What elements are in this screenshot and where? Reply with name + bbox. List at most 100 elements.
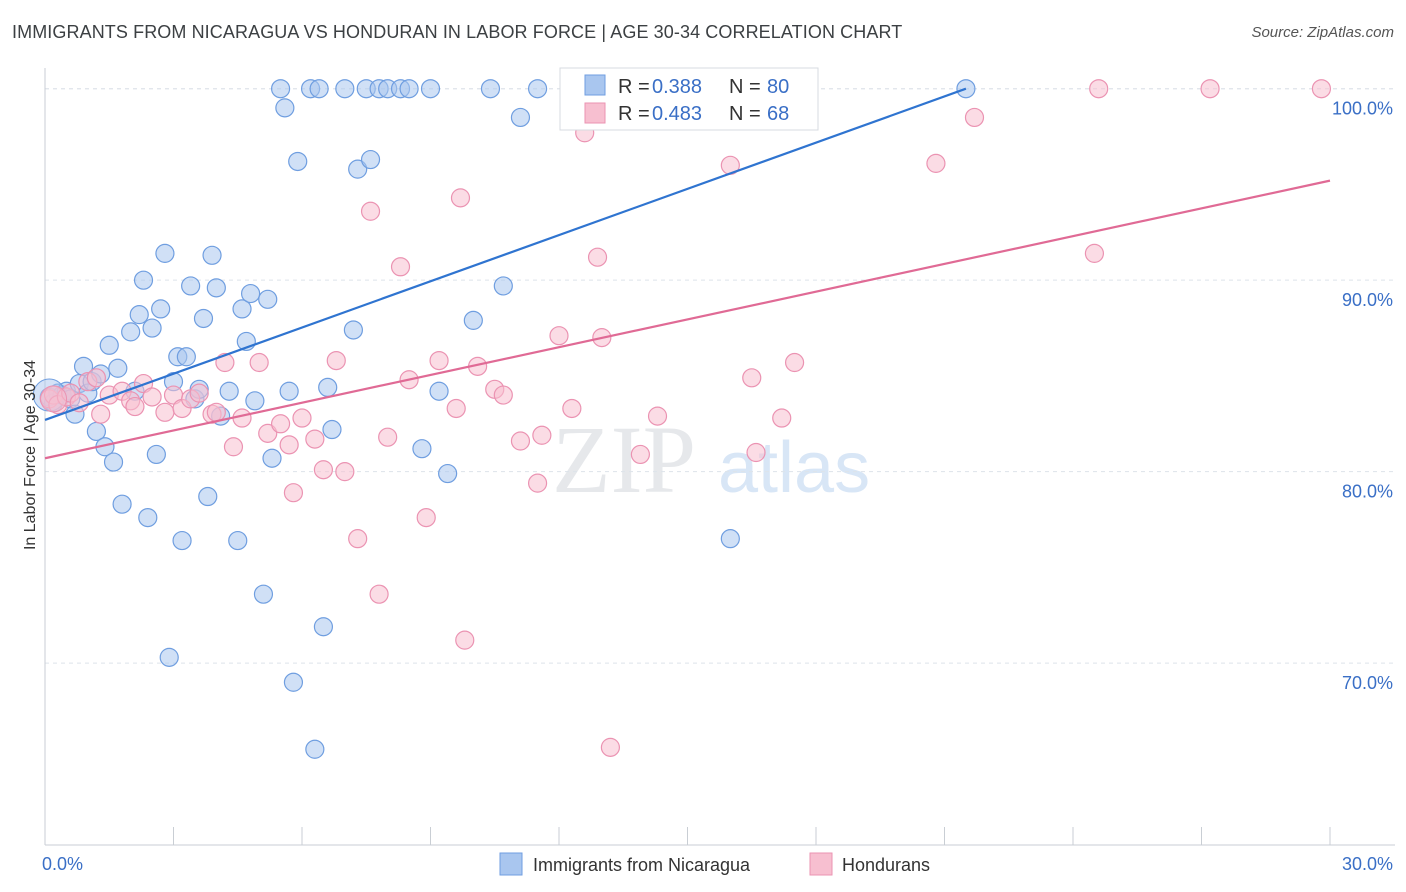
nicaragua-point-27 — [159, 647, 179, 667]
nicaragua-point-21 — [133, 270, 154, 290]
hondurans-point-52 — [549, 326, 569, 346]
hondurans-point-7 — [86, 368, 107, 388]
nicaragua-point-72 — [438, 463, 458, 484]
nicaragua-point-31 — [176, 347, 196, 367]
hondurans-point-67 — [1084, 243, 1105, 263]
legend-pink-r-value: 0.483 — [652, 103, 702, 125]
nicaragua-point-55 — [305, 739, 325, 759]
source-credit: Source: ZipAtlas.com — [1251, 24, 1394, 41]
hondurans-point-23 — [223, 437, 244, 457]
nicaragua-point-15 — [103, 452, 124, 472]
hondurans-point-26 — [258, 423, 278, 443]
legend-pink-swatch — [584, 102, 606, 124]
nicaragua-point-76 — [510, 107, 531, 128]
nicaragua-point-20 — [129, 305, 149, 325]
x-tick-label-1: 30.0% — [1342, 854, 1393, 874]
hondurans-point-19 — [189, 383, 209, 403]
nicaragua-point-18 — [121, 322, 141, 342]
legend-blue-r-label: R = — [618, 76, 650, 98]
x-tick-label-0: 0.0% — [42, 854, 83, 874]
hondurans-point-59 — [647, 406, 668, 426]
hondurans-point-14 — [142, 387, 162, 407]
hondurans-point-33 — [326, 350, 346, 371]
y-tick-label-3: 70.0% — [1342, 673, 1393, 693]
grid-lines — [45, 88, 1395, 664]
nicaragua-point-69 — [412, 439, 432, 459]
nicaragua-point-22 — [138, 507, 158, 528]
legend-blue-r-value: 0.388 — [652, 76, 702, 98]
nicaragua-point-44 — [241, 283, 261, 304]
y-tick-label-0: 100.0% — [1332, 99, 1393, 119]
nicaragua-point-46 — [253, 584, 274, 604]
hondurans-point-29 — [283, 483, 304, 503]
hondurans-point-30 — [292, 408, 312, 428]
hondurans-point-53 — [562, 398, 582, 419]
legend-blue-n-value: 80 — [767, 76, 789, 98]
nicaragua-point-48 — [262, 448, 282, 468]
nicaragua-point-51 — [279, 381, 299, 401]
hondurans-point-66 — [964, 107, 985, 128]
hondurans-point-48 — [493, 385, 513, 405]
hondurans-point-64 — [784, 352, 805, 373]
nicaragua-point-30 — [172, 530, 192, 551]
legend-pink-n-label: N = — [729, 103, 761, 125]
hondurans-point-35 — [348, 529, 368, 549]
nicaragua-point-71 — [429, 381, 449, 401]
chart-title: IMMIGRANTS FROM NICARAGUA VS HONDURAN IN… — [12, 22, 903, 42]
nicaragua-point-60 — [335, 79, 355, 99]
hondurans-point-15 — [155, 402, 175, 422]
y-tick-label-2: 80.0% — [1342, 482, 1393, 502]
nicaragua-point-42 — [232, 299, 252, 319]
hondurans-point-44 — [450, 188, 471, 208]
nicaragua-point-47 — [258, 289, 278, 309]
nicaragua-point-26 — [155, 243, 175, 263]
nicaragua-point-37 — [202, 245, 222, 265]
top-legend: R = 0.388 N = 80 R = 0.483 N = 68 — [559, 67, 819, 131]
hondurans-point-42 — [429, 350, 449, 371]
hondurans-point-27 — [270, 414, 291, 434]
bottom-legend-pink-swatch — [809, 852, 833, 876]
hondurans-point-49 — [510, 431, 531, 451]
hondurans-point-62 — [746, 442, 766, 463]
nicaragua-point-77 — [527, 79, 548, 99]
nicaragua-point-38 — [206, 278, 226, 298]
hondurans-point-21 — [206, 402, 226, 422]
nicaragua-trend-line — [44, 87, 967, 421]
hondurans-point-65 — [926, 153, 946, 173]
y-tick-label-1: 90.0% — [1342, 290, 1393, 310]
y-tick-labels: 100.0% 90.0% 80.0% 70.0% — [1332, 99, 1393, 693]
nicaragua-point-61 — [343, 320, 363, 340]
hondurans-point-12 — [125, 396, 145, 417]
bottom-legend-pink-label: Hondurans — [842, 855, 930, 875]
nicaragua-point-70 — [420, 79, 441, 99]
nicaragua-point-25 — [151, 299, 171, 319]
legend-pink-r-label: R = — [618, 103, 650, 125]
trend-lines — [44, 87, 1331, 460]
hondurans-point-8 — [91, 404, 111, 424]
nicaragua-point-62 — [348, 159, 368, 179]
hondurans-point-31 — [305, 429, 325, 449]
hondurans-point-50 — [527, 473, 548, 493]
nicaragua-point-58 — [318, 377, 338, 398]
hondurans-point-55 — [587, 247, 608, 267]
nicaragua-point-57 — [313, 617, 334, 637]
nicaragua-point-40 — [219, 381, 239, 401]
hondurans-point-69 — [1200, 79, 1220, 99]
bottom-legend: Immigrants from Nicaragua Hondurans — [499, 852, 930, 876]
hondurans-point-37 — [369, 584, 389, 604]
hondurans-point-70 — [1311, 79, 1332, 99]
nicaragua-point-73 — [463, 310, 483, 330]
legend-blue-n-label: N = — [729, 76, 761, 98]
nicaragua-point-78 — [720, 529, 740, 549]
hondurans-point-32 — [313, 460, 334, 480]
hondurans-point-28 — [279, 435, 299, 455]
nicaragua-point-14 — [99, 335, 119, 355]
hondurans-point-57 — [600, 737, 621, 757]
series-nicaragua-points — [32, 79, 976, 759]
hondurans-point-63 — [772, 408, 792, 428]
nicaragua-point-68 — [399, 79, 419, 99]
nicaragua-point-59 — [322, 419, 342, 440]
nicaragua-point-64 — [360, 149, 381, 170]
hondurans-point-58 — [630, 444, 650, 465]
nicaragua-point-50 — [275, 98, 295, 118]
